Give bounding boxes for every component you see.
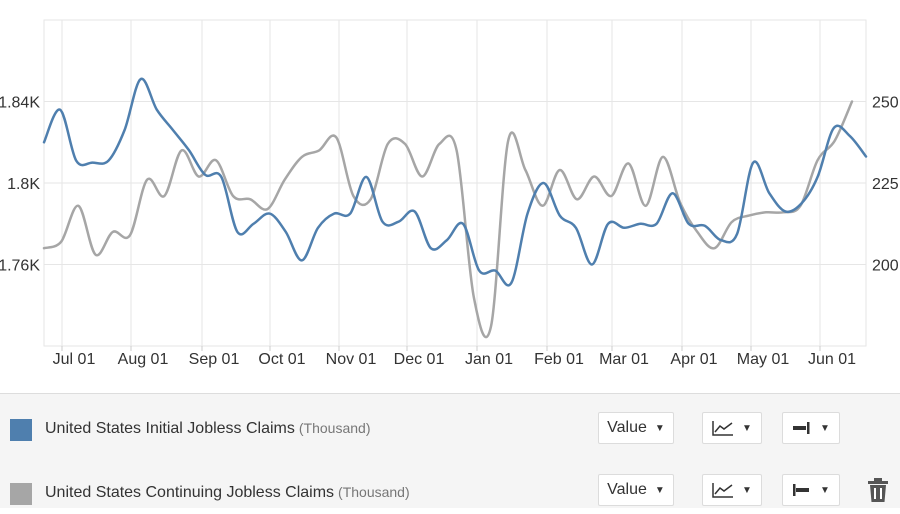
series-name: United States Initial Jobless Claims [45, 420, 295, 437]
chart: Jul 01 Aug 01 Sep 01 Oct 01 Nov 01 Dec 01 Jan … [0, 19, 899, 368]
y-right-tick-label: 225 [872, 176, 899, 193]
chart-type-dropdown[interactable]: ▼ [702, 412, 762, 444]
axis-right-icon [793, 422, 810, 434]
value-dropdown-label: Value [607, 419, 647, 436]
y-left-tick-label: 1.76K [0, 258, 40, 275]
series-label: United States Continuing Jobless Claims(… [45, 484, 410, 502]
chart-type-dropdown[interactable]: ▼ [702, 474, 762, 506]
x-tick-label: Jun 01 [808, 351, 856, 368]
x-tick-label: Feb 01 [534, 351, 584, 368]
x-tick-label: Mar 01 [599, 351, 649, 368]
x-tick-label: Nov 01 [326, 351, 377, 368]
axis-side-dropdown[interactable]: ▼ [782, 412, 840, 444]
caret-down-icon: ▼ [742, 484, 752, 496]
y-left-tick-label: 1.8K [7, 176, 40, 193]
axis-side-dropdown[interactable]: ▼ [782, 474, 840, 506]
chart-canvas: Jul 01 Aug 01 Sep 01 Oct 01 Nov 01 Dec 01 Jan … [0, 19, 899, 368]
caret-down-icon: ▼ [820, 484, 830, 496]
axis-left-icon [793, 484, 810, 496]
y-left-tick-label: 1.84K [0, 95, 40, 112]
legend-row-continuing-claims: United States Continuing Jobless Claims(… [0, 474, 900, 514]
series-name: United States Continuing Jobless Claims [45, 484, 335, 501]
caret-down-icon: ▼ [654, 422, 665, 434]
caret-down-icon: ▼ [742, 422, 752, 434]
x-tick-label: Jan 01 [465, 351, 513, 368]
series-label: United States Initial Jobless Claims (Tho… [45, 420, 370, 438]
caret-down-icon: ▼ [654, 484, 665, 496]
x-tick-label: Jul 01 [53, 351, 96, 368]
series-color-swatch[interactable] [10, 419, 32, 441]
value-dropdown-label: Value [607, 481, 647, 498]
legend-panel: United States Initial Jobless Claims (Tho… [0, 393, 900, 508]
x-tick-label: Apr 01 [670, 351, 717, 368]
series-line-continuing-claims [42, 100, 854, 339]
x-tick-label: May 01 [737, 351, 790, 368]
value-dropdown[interactable]: Value ▼ [598, 474, 674, 506]
series-unit: (Thousand) [338, 484, 410, 500]
series-unit: (Thousand) [298, 420, 371, 436]
x-tick-label: Aug 01 [118, 351, 169, 368]
series-color-swatch[interactable] [10, 483, 32, 505]
y-right-tick-label: 200 [872, 258, 899, 275]
caret-down-icon: ▼ [820, 422, 830, 434]
line-chart-icon [712, 483, 734, 498]
y-right-tick-label: 250 [872, 95, 899, 112]
series-line-initial-claims [42, 77, 868, 287]
x-tick-label: Dec 01 [394, 351, 445, 368]
value-dropdown[interactable]: Value ▼ [598, 412, 674, 444]
x-tick-label: Sep 01 [189, 351, 240, 368]
trash-icon[interactable] [866, 477, 890, 503]
legend-row-initial-claims: United States Initial Jobless Claims (Tho… [0, 412, 900, 452]
x-tick-label: Oct 01 [258, 351, 305, 368]
line-chart-icon [712, 421, 734, 436]
